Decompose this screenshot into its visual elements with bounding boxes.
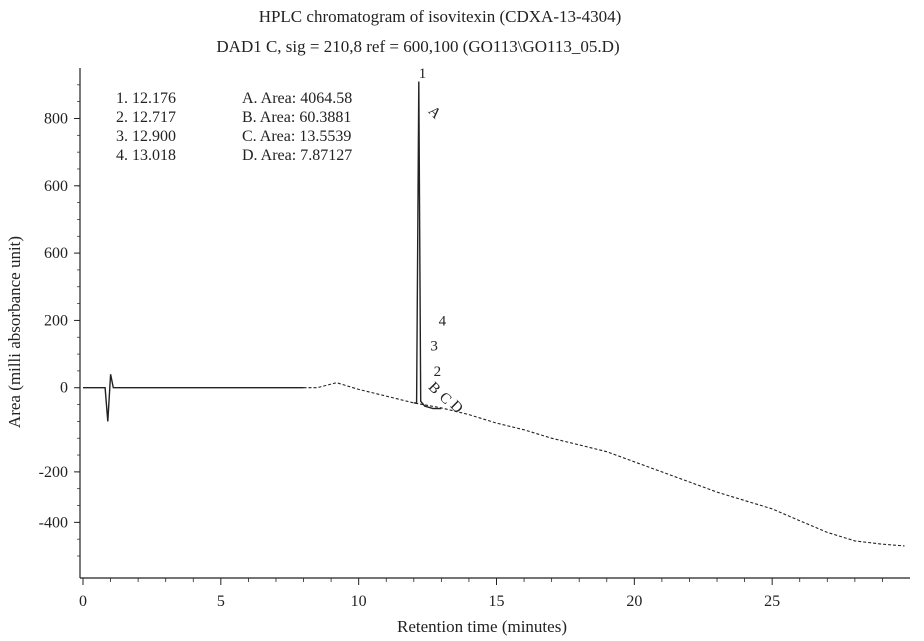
- series-line: [413, 81, 442, 410]
- retention-time-entry: 2. 12.717: [116, 109, 176, 126]
- peak-label: 1: [419, 66, 427, 82]
- y-tick-label: -400: [39, 514, 68, 531]
- retention-time-entry: 3. 12.900: [116, 128, 176, 145]
- series-line: [83, 374, 304, 422]
- y-axis-label: Area (milli absorbance unit): [5, 236, 24, 428]
- area-entry: D. Area: 7.87127: [242, 147, 352, 164]
- retention-time-entry: 1. 12.176: [116, 90, 176, 107]
- x-tick-label: 5: [217, 593, 225, 610]
- peak-label: 4: [439, 313, 447, 329]
- x-tick-label: 10: [351, 593, 367, 610]
- chart-subtitle: DAD1 C, sig = 210,8 ref = 600,100 (GO113…: [216, 37, 619, 56]
- x-axis-label: Retention time (minutes): [397, 617, 567, 636]
- x-tick-label: 20: [626, 593, 642, 610]
- x-tick-label: 25: [764, 593, 780, 610]
- x-tick-label: 0: [79, 593, 87, 610]
- chart-title: HPLC chromatogram of isovitexin (CDXA-13…: [259, 7, 622, 26]
- y-tick-label: -200: [39, 464, 68, 481]
- y-tick-label: 200: [44, 312, 68, 329]
- y-tick-label: 600: [44, 245, 68, 262]
- y-tick-label: 800: [44, 110, 68, 127]
- y-tick-label: 600: [44, 178, 68, 195]
- area-entry: A. Area: 4064.58: [242, 90, 352, 107]
- retention-time-entry: 4. 13.018: [116, 147, 176, 164]
- peak-label: A: [425, 103, 444, 122]
- peak-label: 2: [434, 364, 442, 380]
- area-entry: B. Area: 60.3881: [242, 109, 351, 126]
- area-entry: C. Area: 13.5539: [242, 128, 351, 145]
- series-line: [303, 382, 905, 547]
- peak-label: 3: [430, 339, 438, 355]
- peak-table: 1. 12.176 2. 12.717 3. 12.900 4. 13.018 A. A…: [116, 90, 352, 164]
- y-tick-label: 0: [60, 380, 68, 397]
- x-tick-label: 15: [489, 593, 505, 610]
